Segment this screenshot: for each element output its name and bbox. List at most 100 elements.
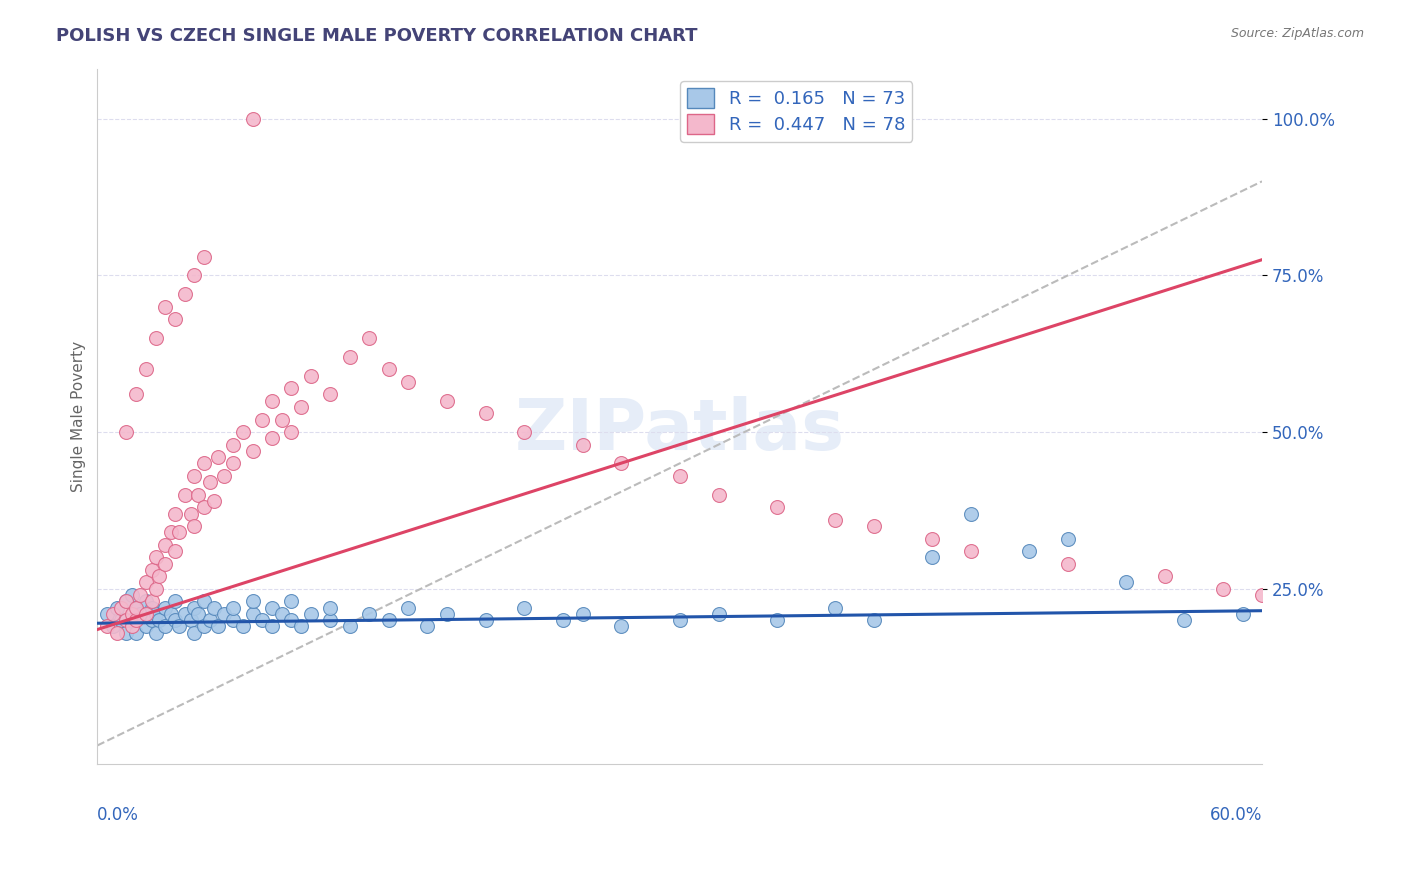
Point bbox=[96, 607, 118, 621]
Point bbox=[160, 525, 183, 540]
Point bbox=[145, 582, 167, 596]
Point bbox=[125, 600, 148, 615]
Point bbox=[121, 588, 143, 602]
Point bbox=[571, 607, 593, 621]
Y-axis label: Single Male Poverty: Single Male Poverty bbox=[72, 341, 86, 492]
Point bbox=[167, 619, 190, 633]
Point bbox=[377, 362, 399, 376]
Point bbox=[765, 500, 787, 515]
Point bbox=[212, 607, 235, 621]
Point bbox=[135, 575, 157, 590]
Point bbox=[377, 613, 399, 627]
Point bbox=[212, 469, 235, 483]
Point bbox=[319, 613, 342, 627]
Point bbox=[1173, 613, 1195, 627]
Point bbox=[1057, 557, 1080, 571]
Point bbox=[115, 613, 138, 627]
Point bbox=[436, 607, 458, 621]
Point bbox=[141, 613, 163, 627]
Point bbox=[101, 619, 124, 633]
Point bbox=[202, 494, 225, 508]
Point bbox=[290, 619, 312, 633]
Text: POLISH VS CZECH SINGLE MALE POVERTY CORRELATION CHART: POLISH VS CZECH SINGLE MALE POVERTY CORR… bbox=[56, 27, 697, 45]
Text: Source: ZipAtlas.com: Source: ZipAtlas.com bbox=[1230, 27, 1364, 40]
Point bbox=[260, 600, 283, 615]
Point bbox=[270, 607, 292, 621]
Point bbox=[396, 600, 419, 615]
Point bbox=[319, 600, 342, 615]
Point bbox=[1212, 582, 1234, 596]
Point bbox=[610, 619, 633, 633]
Point bbox=[242, 443, 264, 458]
Point bbox=[145, 331, 167, 345]
Point bbox=[163, 594, 186, 608]
Text: 0.0%: 0.0% bbox=[97, 806, 139, 824]
Point bbox=[339, 619, 361, 633]
Point bbox=[173, 488, 195, 502]
Point bbox=[862, 613, 884, 627]
Point bbox=[155, 557, 177, 571]
Point bbox=[252, 412, 274, 426]
Point bbox=[1018, 544, 1040, 558]
Point bbox=[167, 525, 190, 540]
Point bbox=[125, 600, 148, 615]
Point bbox=[163, 312, 186, 326]
Point bbox=[145, 607, 167, 621]
Point bbox=[1232, 607, 1254, 621]
Point bbox=[280, 594, 302, 608]
Point bbox=[207, 450, 229, 464]
Point bbox=[145, 550, 167, 565]
Point bbox=[155, 619, 177, 633]
Point bbox=[155, 600, 177, 615]
Point bbox=[260, 619, 283, 633]
Point bbox=[173, 287, 195, 301]
Point bbox=[765, 613, 787, 627]
Point bbox=[921, 550, 943, 565]
Point bbox=[198, 475, 221, 490]
Point bbox=[160, 607, 183, 621]
Point bbox=[183, 600, 205, 615]
Point bbox=[280, 381, 302, 395]
Point bbox=[193, 619, 215, 633]
Point bbox=[232, 619, 254, 633]
Text: ZIPatlas: ZIPatlas bbox=[515, 396, 845, 465]
Point bbox=[121, 607, 143, 621]
Point bbox=[252, 613, 274, 627]
Point bbox=[121, 613, 143, 627]
Point bbox=[339, 350, 361, 364]
Point bbox=[824, 513, 846, 527]
Point bbox=[183, 625, 205, 640]
Point bbox=[135, 362, 157, 376]
Point bbox=[105, 625, 128, 640]
Point bbox=[513, 425, 536, 439]
Point bbox=[1251, 588, 1274, 602]
Point bbox=[260, 431, 283, 445]
Point bbox=[198, 613, 221, 627]
Point bbox=[668, 613, 690, 627]
Text: 60.0%: 60.0% bbox=[1209, 806, 1263, 824]
Point bbox=[105, 600, 128, 615]
Point bbox=[707, 607, 730, 621]
Point bbox=[280, 613, 302, 627]
Point bbox=[707, 488, 730, 502]
Point bbox=[290, 400, 312, 414]
Point bbox=[222, 437, 245, 451]
Point bbox=[187, 607, 209, 621]
Point bbox=[1057, 532, 1080, 546]
Point bbox=[242, 607, 264, 621]
Point bbox=[474, 406, 496, 420]
Point bbox=[183, 268, 205, 283]
Point bbox=[115, 594, 138, 608]
Point bbox=[180, 613, 202, 627]
Point bbox=[299, 607, 322, 621]
Point bbox=[553, 613, 575, 627]
Point bbox=[135, 619, 157, 633]
Point bbox=[222, 600, 245, 615]
Point bbox=[155, 538, 177, 552]
Point bbox=[183, 519, 205, 533]
Point bbox=[180, 507, 202, 521]
Point bbox=[193, 457, 215, 471]
Point bbox=[155, 300, 177, 314]
Point bbox=[135, 607, 157, 621]
Point bbox=[193, 594, 215, 608]
